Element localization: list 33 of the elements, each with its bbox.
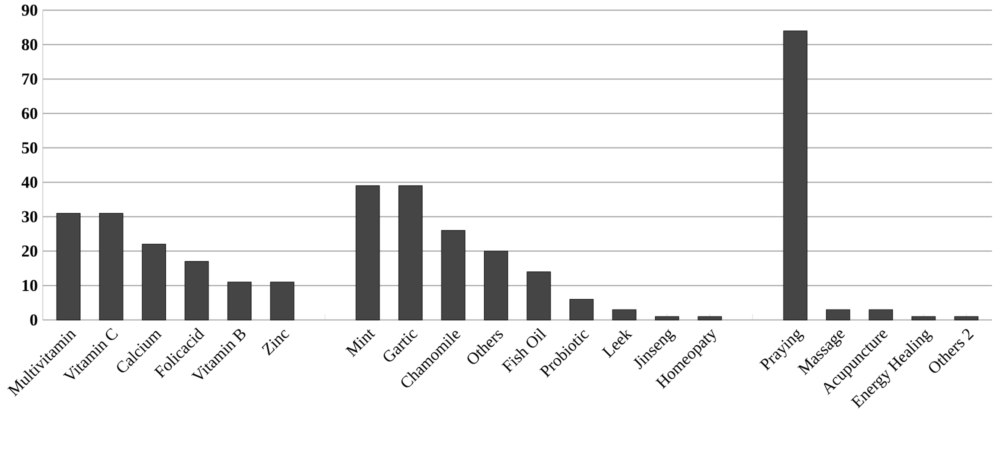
bar — [912, 316, 936, 320]
bar — [698, 316, 722, 320]
y-tick-label: 30 — [22, 211, 38, 222]
bar — [783, 30, 808, 320]
y-tick-label: 90 — [22, 4, 38, 16]
bar — [826, 309, 850, 320]
bar — [441, 230, 466, 320]
bar — [184, 261, 209, 320]
y-tick-label: 50 — [22, 142, 38, 154]
y-tick-label: 80 — [22, 39, 38, 50]
bar — [612, 309, 636, 320]
y-tick-label: 60 — [22, 108, 38, 120]
bar — [99, 213, 124, 320]
bar — [227, 282, 252, 320]
bar — [868, 309, 893, 320]
x-tick-label: Zinc — [262, 330, 290, 356]
bar — [356, 186, 380, 320]
y-tick-label: 20 — [22, 246, 38, 257]
bar — [655, 316, 680, 320]
x-tick-label: Mint — [345, 330, 376, 358]
y-tick-label: 10 — [22, 280, 38, 292]
bar — [398, 186, 423, 320]
bar — [484, 250, 508, 320]
y-tick-label: 70 — [22, 74, 38, 85]
y-tick-label: 0 — [30, 314, 38, 326]
y-tick-label: 40 — [22, 176, 38, 188]
bar — [142, 244, 166, 320]
bar — [526, 272, 551, 320]
bar — [569, 299, 594, 320]
x-tick-label: Leek — [602, 330, 632, 358]
bar — [56, 213, 80, 320]
bar — [270, 282, 294, 320]
bar — [954, 316, 978, 320]
